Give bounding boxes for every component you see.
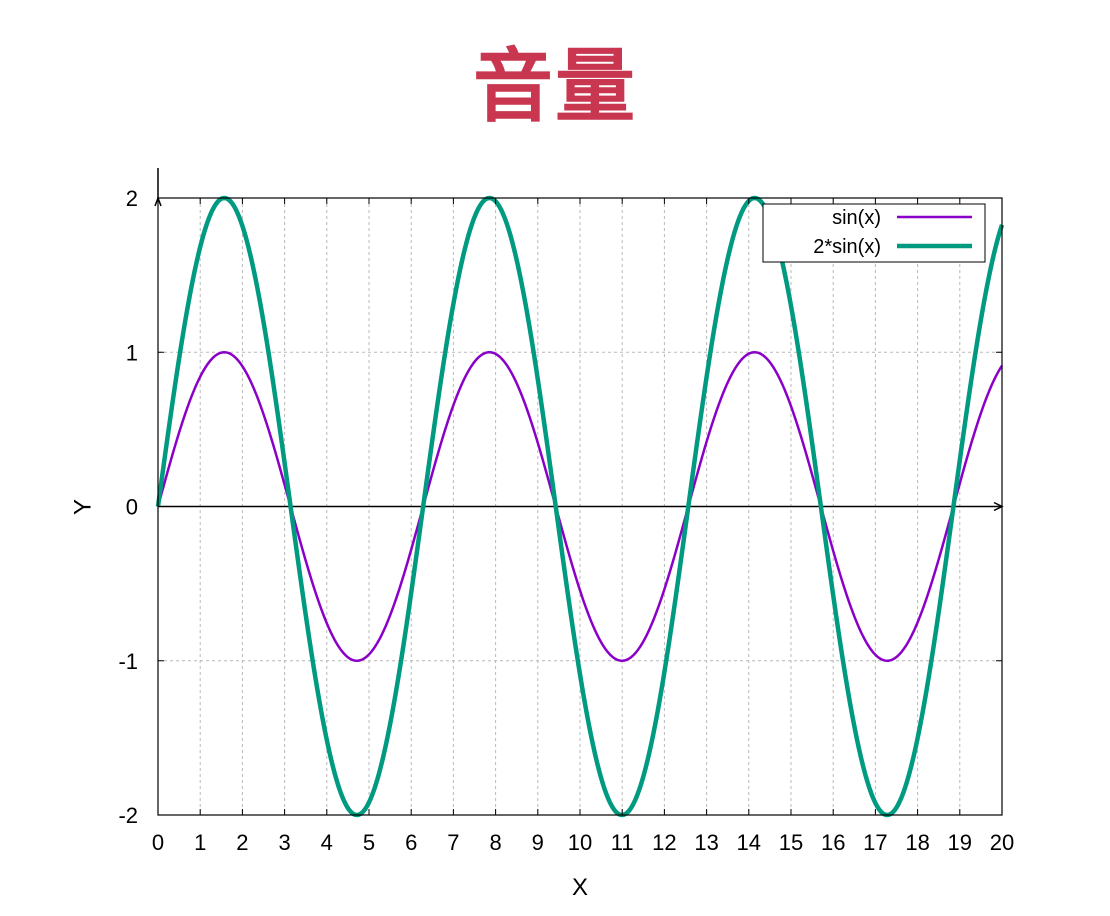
y-axis-title: Y xyxy=(69,499,96,515)
x-tick-label-18: 18 xyxy=(905,830,929,855)
x-tick-label-11: 11 xyxy=(611,830,634,855)
y-tick-label-0: 0 xyxy=(126,495,138,520)
x-tick-label-9: 9 xyxy=(532,830,544,855)
y-tick-label-neg2: -2 xyxy=(118,803,138,828)
legend-label-2sin: 2*sin(x) xyxy=(813,236,881,258)
chart-title: 音量 xyxy=(473,40,637,133)
x-tick-label-3: 3 xyxy=(278,830,290,855)
x-tick-label-17: 17 xyxy=(863,830,887,855)
x-tick-label-6: 6 xyxy=(405,830,417,855)
x-tick-label-5: 5 xyxy=(363,830,375,855)
x-tick-label-10: 10 xyxy=(568,830,592,855)
legend-box xyxy=(762,203,986,263)
x-tick-label-2: 2 xyxy=(236,830,248,855)
x-tick-label-4: 4 xyxy=(321,830,333,855)
series-line-sin xyxy=(156,351,1004,662)
legend: sin(x) 2*sin(x) xyxy=(762,203,986,263)
y-tick-label-2: 2 xyxy=(126,186,138,211)
x-tick-label-20: 20 xyxy=(990,830,1014,855)
series-line-2sin xyxy=(155,195,1005,818)
x-tick-label-7: 7 xyxy=(447,830,459,855)
x-tick-label-16: 16 xyxy=(821,830,845,855)
x-tick-label-1: 1 xyxy=(194,830,206,855)
x-tick-label-8: 8 xyxy=(489,830,501,855)
x-tick-label-14: 14 xyxy=(737,830,761,855)
x-tick-label-15: 15 xyxy=(779,830,803,855)
series-lines xyxy=(155,195,1005,818)
y-tick-label-1: 1 xyxy=(126,340,138,365)
x-tick-label-19: 19 xyxy=(948,830,972,855)
x-tick-label-0: 0 xyxy=(152,830,164,855)
legend-label-sin: sin(x) xyxy=(832,207,881,229)
x-tick-label-12: 12 xyxy=(652,830,676,855)
x-tick-label-13: 13 xyxy=(694,830,718,855)
axis-titles: X Y xyxy=(69,499,588,901)
y-tick-label-neg1: -1 xyxy=(118,649,138,674)
x-axis-title: X xyxy=(572,874,588,901)
